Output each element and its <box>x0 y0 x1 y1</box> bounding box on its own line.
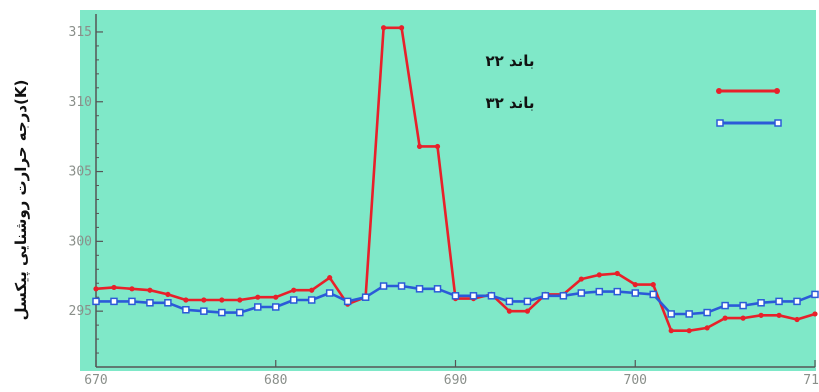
x-tick-label: 700 <box>624 373 647 388</box>
data-point-series-2 <box>379 282 388 290</box>
data-point-series-2 <box>218 308 226 317</box>
legend-marker-series-2 <box>716 119 724 127</box>
data-point-series-2 <box>146 299 154 307</box>
x-tick-label: 670 <box>84 373 107 388</box>
legend-marker-series-1 <box>774 88 780 94</box>
data-point-series-2 <box>649 290 657 299</box>
data-point-series-1 <box>93 286 99 292</box>
data-point-series-2 <box>811 290 819 299</box>
data-point-series-2 <box>703 308 711 317</box>
y-tick-label: 315 <box>69 25 92 40</box>
data-point-series-1 <box>381 25 387 31</box>
data-point-series-2 <box>361 293 370 301</box>
data-point-series-1 <box>758 312 764 318</box>
data-point-series-1 <box>398 25 405 31</box>
data-point-series-2 <box>272 303 280 311</box>
data-point-series-2 <box>685 310 693 318</box>
data-point-series-2 <box>128 297 136 306</box>
data-point-series-2 <box>595 287 604 296</box>
y-tick-label: 305 <box>69 165 92 180</box>
data-point-series-1 <box>524 308 531 314</box>
data-point-series-2 <box>182 306 190 314</box>
data-point-series-2 <box>164 299 172 307</box>
data-point-series-1 <box>704 325 710 331</box>
data-point-series-1 <box>237 297 243 303</box>
data-point-series-2 <box>397 282 406 290</box>
data-point-series-1 <box>614 270 620 277</box>
legend-label-series-1: باند ۲۲ <box>485 52 534 70</box>
data-point-series-2 <box>739 301 747 310</box>
y-tick-label: 310 <box>69 95 92 110</box>
x-tick-label: 690 <box>444 373 467 388</box>
data-point-series-1 <box>740 315 746 321</box>
y-tick-label: 300 <box>69 234 92 249</box>
data-point-series-2 <box>667 310 675 318</box>
y-tick-label: 295 <box>69 304 92 319</box>
data-point-series-2 <box>325 289 334 297</box>
data-point-series-2 <box>613 287 622 296</box>
data-point-series-1 <box>596 272 602 278</box>
data-point-series-2 <box>631 289 639 297</box>
data-point-series-2 <box>236 308 244 317</box>
data-point-series-1 <box>165 291 171 298</box>
data-point-series-2 <box>505 297 514 306</box>
data-point-series-1 <box>201 297 207 303</box>
data-point-series-1 <box>722 315 728 321</box>
data-point-series-1 <box>129 286 135 292</box>
legend-marker-series-2 <box>774 119 782 127</box>
data-point-series-1 <box>111 284 117 291</box>
data-point-series-1 <box>255 294 261 300</box>
data-point-series-1 <box>794 316 800 323</box>
data-point-series-1 <box>309 287 315 293</box>
data-point-series-2 <box>523 297 532 306</box>
data-point-series-2 <box>289 296 298 304</box>
data-point-series-1 <box>686 328 692 334</box>
data-point-series-1 <box>327 275 333 281</box>
data-point-series-2 <box>451 292 460 300</box>
x-tick-label: 710 <box>803 373 819 388</box>
data-point-series-1 <box>632 282 638 288</box>
data-point-series-1 <box>183 297 189 303</box>
legend-label-series-2: باند ۳۲ <box>485 94 534 112</box>
data-point-series-2 <box>415 285 424 293</box>
y-axis-label: درجه حرارت روشنایی پیکسل(K) <box>12 80 31 321</box>
data-point-series-2 <box>793 297 801 306</box>
data-point-series-2 <box>92 297 100 306</box>
data-point-series-2 <box>775 297 783 306</box>
data-point-series-2 <box>343 297 352 306</box>
data-point-series-2 <box>487 292 496 300</box>
data-point-series-1 <box>273 294 279 300</box>
data-point-series-2 <box>757 299 765 307</box>
axes: 295 300 305 310 315 670 680 690 700 710 <box>69 14 819 388</box>
data-point-series-1 <box>416 143 423 150</box>
data-point-series-1 <box>434 143 441 150</box>
data-point-series-2 <box>433 285 442 293</box>
data-point-series-2 <box>469 292 478 300</box>
data-point-series-2 <box>110 297 118 306</box>
plot-area <box>80 10 816 371</box>
data-point-series-1 <box>668 328 674 334</box>
data-point-series-2 <box>307 296 316 304</box>
data-point-series-1 <box>219 297 225 303</box>
data-point-series-1 <box>776 312 782 318</box>
data-point-series-1 <box>578 276 584 282</box>
legend-marker-series-1 <box>716 88 722 94</box>
data-point-series-2 <box>541 292 550 300</box>
x-tick-label: 680 <box>264 373 287 388</box>
data-point-series-2 <box>254 303 262 311</box>
data-point-series-2 <box>577 289 586 297</box>
data-point-series-1 <box>650 282 656 288</box>
data-point-series-2 <box>559 292 568 300</box>
data-point-series-1 <box>506 308 513 314</box>
data-point-series-1 <box>147 287 153 293</box>
series-layer <box>92 25 819 334</box>
data-point-series-2 <box>200 307 208 315</box>
data-point-series-1 <box>291 287 297 293</box>
data-point-series-2 <box>721 301 729 310</box>
data-point-series-1 <box>812 311 818 317</box>
legend: باند ۲۲ باند ۳۲ <box>485 52 782 127</box>
